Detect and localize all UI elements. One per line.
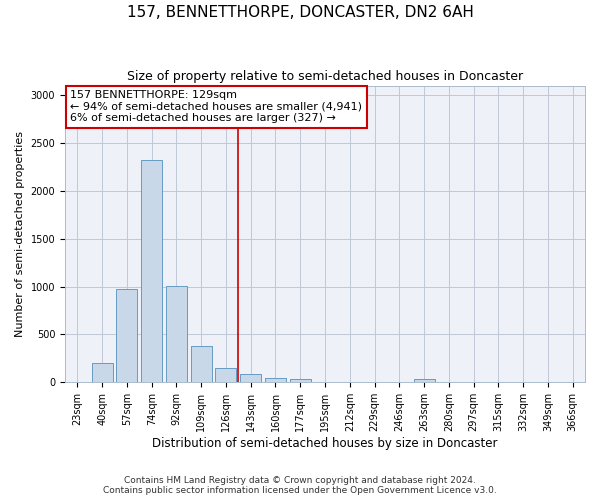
Bar (141, 160, 162, 382)
Text: 157 BENNETTHORPE: 129sqm
← 94% of semi-detached houses are smaller (4,941)
6% of: 157 BENNETTHORPE: 129sqm ← 94% of semi-d… (70, 90, 362, 123)
Bar (215, 368, 236, 382)
Y-axis label: Number of semi-detached properties: Number of semi-detached properties (15, 131, 25, 337)
Bar (191, 346, 212, 383)
Bar (116, 290, 137, 382)
Text: Contains HM Land Registry data © Crown copyright and database right 2024.
Contai: Contains HM Land Registry data © Crown c… (103, 476, 497, 495)
Title: Size of property relative to semi-detached houses in Doncaster: Size of property relative to semi-detach… (127, 70, 523, 83)
Text: 157, BENNETTHORPE, DONCASTER, DN2 6AH: 157, BENNETTHORPE, DONCASTER, DN2 6AH (127, 5, 473, 20)
Bar (413, 379, 434, 382)
Bar (92, 363, 113, 382)
Bar (290, 380, 311, 382)
Bar (166, 286, 187, 382)
X-axis label: Distribution of semi-detached houses by size in Doncaster: Distribution of semi-detached houses by … (152, 437, 498, 450)
Bar (265, 378, 286, 382)
Bar (240, 374, 261, 382)
